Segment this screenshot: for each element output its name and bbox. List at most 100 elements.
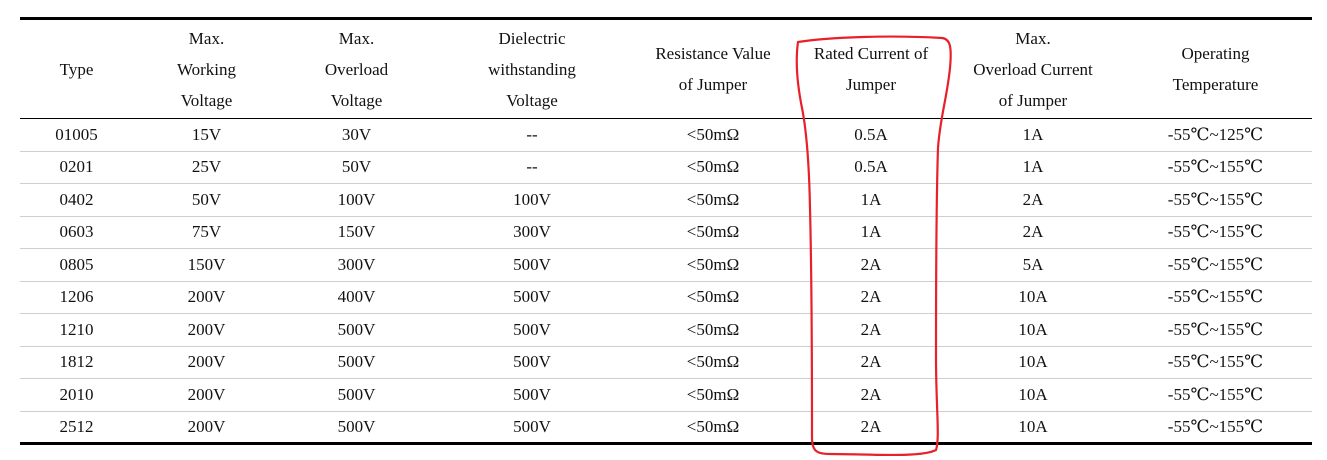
cell-rated-current: 2A [795,281,947,314]
cell-dielectric-voltage: 500V [433,411,631,445]
cell-max-overload-current: 10A [947,346,1119,379]
cell-operating-temperature: -55℃~125℃ [1119,118,1312,152]
cell-rated-current: 2A [795,346,947,379]
header-rated-current: Rated Current of Jumper [795,17,947,119]
header-max-overload-current: Max. Overload Current of Jumper [947,17,1119,119]
cell-max-working-voltage: 200V [133,378,280,412]
cell-max-working-voltage: 50V [133,183,280,217]
header-resistance-value: Resistance Value of Jumper [631,17,795,119]
cell-resistance: <50mΩ [631,281,795,314]
cell-max-overload-voltage: 30V [280,118,433,152]
cell-resistance: <50mΩ [631,411,795,445]
cell-max-overload-current: 5A [947,248,1119,282]
cell-dielectric-voltage: -- [433,151,631,184]
cell-type: 01005 [20,118,133,152]
cell-operating-temperature: -55℃~155℃ [1119,281,1312,314]
cell-type: 2010 [20,378,133,412]
cell-operating-temperature: -55℃~155℃ [1119,151,1312,184]
header-type: Type [20,17,133,119]
header-line: Dielectric [498,28,566,48]
cell-max-overload-voltage: 300V [280,248,433,282]
cell-max-overload-current: 10A [947,378,1119,412]
header-line: Resistance Value [655,44,771,63]
cell-max-working-voltage: 15V [133,118,280,152]
cell-rated-current: 1A [795,183,947,217]
cell-max-overload-voltage: 500V [280,346,433,379]
header-line: Max. [1015,28,1051,48]
cell-max-working-voltage: 75V [133,216,280,249]
header-line: Jumper [845,75,897,94]
cell-max-overload-voltage: 500V [280,313,433,347]
header-line: Max. [338,28,375,48]
header-line: Operating [1181,44,1250,63]
header-line: of Jumper [998,90,1068,110]
cell-resistance: <50mΩ [631,216,795,249]
header-line: Voltage [330,90,383,110]
cell-dielectric-voltage: 500V [433,346,631,379]
cell-max-overload-voltage: 400V [280,281,433,314]
cell-operating-temperature: -55℃~155℃ [1119,313,1312,347]
cell-resistance: <50mΩ [631,313,795,347]
cell-resistance: <50mΩ [631,118,795,152]
cell-operating-temperature: -55℃~155℃ [1119,378,1312,412]
cell-max-overload-current: 10A [947,281,1119,314]
cell-max-overload-current: 1A [947,118,1119,152]
cell-dielectric-voltage: 500V [433,378,631,412]
table-row: 2010 200V 500V 500V <50mΩ 2A 10A -55℃~15… [20,378,1312,412]
cell-resistance: <50mΩ [631,151,795,184]
cell-dielectric-voltage: 500V [433,248,631,282]
table-row: 01005 15V 30V -- <50mΩ 0.5A 1A -55℃~125℃ [20,118,1312,152]
cell-max-working-voltage: 150V [133,248,280,282]
cell-operating-temperature: -55℃~155℃ [1119,411,1312,445]
header-line: Temperature [1172,75,1259,94]
cell-operating-temperature: -55℃~155℃ [1119,183,1312,217]
cell-type: 2512 [20,411,133,445]
jumper-spec-table: Type Max. Working Voltage Max. Overload … [20,17,1312,445]
cell-max-working-voltage: 200V [133,411,280,445]
cell-max-overload-voltage: 150V [280,216,433,249]
cell-rated-current: 2A [795,248,947,282]
cell-max-overload-voltage: 50V [280,151,433,184]
header-max-working-voltage: Max. Working Voltage [133,17,280,119]
cell-resistance: <50mΩ [631,183,795,217]
cell-max-working-voltage: 25V [133,151,280,184]
cell-rated-current: 2A [795,313,947,347]
header-line: of Jumper [678,75,748,94]
cell-max-overload-voltage: 500V [280,411,433,445]
header-line: withstanding [488,59,576,79]
header-line: Max. [188,28,225,48]
table-row: 0201 25V 50V -- <50mΩ 0.5A 1A -55℃~155℃ [20,151,1312,184]
cell-max-overload-current: 1A [947,151,1119,184]
cell-max-overload-current: 2A [947,216,1119,249]
table-row: 0603 75V 150V 300V <50mΩ 1A 2A -55℃~155℃ [20,216,1312,249]
cell-max-overload-current: 10A [947,313,1119,347]
cell-type: 0603 [20,216,133,249]
header-line: Rated Current of [813,44,929,63]
cell-rated-current: 2A [795,378,947,412]
cell-resistance: <50mΩ [631,346,795,379]
cell-dielectric-voltage: 300V [433,216,631,249]
table-row: 2512 200V 500V 500V <50mΩ 2A 10A -55℃~15… [20,411,1312,445]
header-line: Working [176,59,237,79]
header-line: Voltage [506,90,558,110]
cell-type: 1206 [20,281,133,314]
cell-rated-current: 0.5A [795,151,947,184]
cell-max-working-voltage: 200V [133,346,280,379]
cell-type: 0805 [20,248,133,282]
cell-max-working-voltage: 200V [133,281,280,314]
table-row: 1206 200V 400V 500V <50mΩ 2A 10A -55℃~15… [20,281,1312,314]
cell-operating-temperature: -55℃~155℃ [1119,248,1312,282]
header-max-overload-voltage: Max. Overload Voltage [280,17,433,119]
table-row: 1812 200V 500V 500V <50mΩ 2A 10A -55℃~15… [20,346,1312,379]
header-line: Overload [324,59,389,79]
header-dielectric-withstanding-voltage: Dielectric withstanding Voltage [433,17,631,119]
header-line: Overload Current [973,59,1093,79]
cell-rated-current: 2A [795,411,947,445]
table-row: 0402 50V 100V 100V <50mΩ 1A 2A -55℃~155℃ [20,183,1312,217]
cell-max-overload-voltage: 500V [280,378,433,412]
table-row: 0805 150V 300V 500V <50mΩ 2A 5A -55℃~155… [20,248,1312,282]
cell-type: 0201 [20,151,133,184]
header-line: Type [59,59,94,79]
cell-type: 1210 [20,313,133,347]
cell-dielectric-voltage: 100V [433,183,631,217]
